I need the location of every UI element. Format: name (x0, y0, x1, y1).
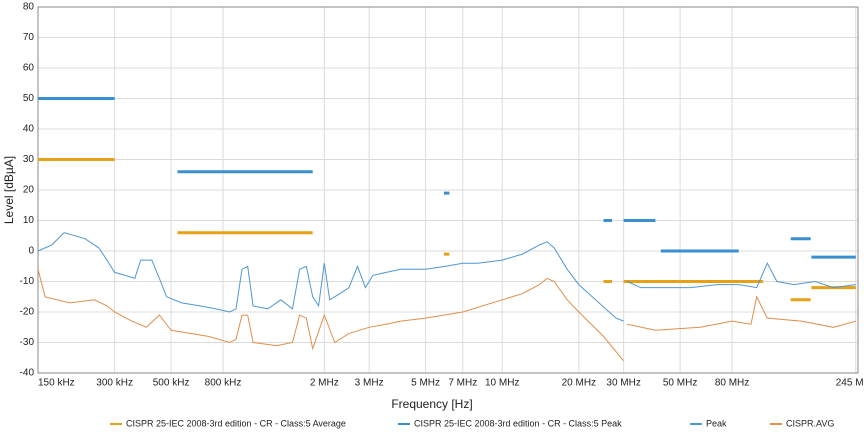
x-tick-label: 30 MHz (606, 378, 640, 389)
legend-label: CISPR 25-IEC 2008-3rd edition - CR - Cla… (126, 418, 346, 428)
x-tick-label: 50 MHz (663, 378, 697, 389)
x-tick-label: 10 MHz (485, 378, 519, 389)
x-tick-label: 500 kHz (153, 378, 190, 389)
series-line (37, 269, 856, 362)
y-tick-label: 30 (23, 154, 35, 165)
x-tick-label: 800 kHz (205, 378, 242, 389)
y-tick-label: 80 (23, 2, 35, 13)
legend-label: CISPR 25-IEC 2008-3rd edition - CR - Cla… (414, 418, 622, 428)
y-tick-label: 40 (23, 124, 35, 135)
y-tick-label: 50 (23, 93, 35, 104)
legend-label: CISPR.AVG (786, 418, 834, 428)
series-line (38, 97, 856, 259)
y-tick-label: 70 (23, 32, 35, 43)
plot-frame (37, 6, 859, 374)
legend-label: Peak (706, 418, 727, 428)
x-axis-label: Frequency [Hz] (391, 397, 472, 411)
y-tick-label: -30 (20, 337, 35, 348)
x-tick-label: 300 kHz (96, 378, 133, 389)
x-tick-label: 7 MHz (448, 378, 477, 389)
x-tick-label: 80 MHz (715, 378, 749, 389)
y-axis-label: Level [dBµA] (2, 156, 16, 224)
y-tick-label: -40 (20, 368, 35, 379)
y-tick-label: -20 (20, 307, 35, 318)
y-tick-label: -10 (20, 276, 35, 287)
x-tick-label: 2 MHz (310, 378, 339, 389)
y-tick-label: 60 (23, 63, 35, 74)
y-tick-label: 20 (23, 185, 35, 196)
x-tick-label: 5 MHz (411, 378, 440, 389)
series-line (37, 232, 856, 322)
x-tick-label: 3 MHz (355, 378, 384, 389)
y-tick-label: 0 (28, 246, 34, 257)
x-tick-label: 150 kHz (38, 378, 75, 389)
y-tick-label: 10 (23, 215, 35, 226)
x-tick-label: 245 MHz (836, 378, 864, 389)
series-line (38, 158, 856, 302)
x-tick-label: 20 MHz (562, 378, 596, 389)
